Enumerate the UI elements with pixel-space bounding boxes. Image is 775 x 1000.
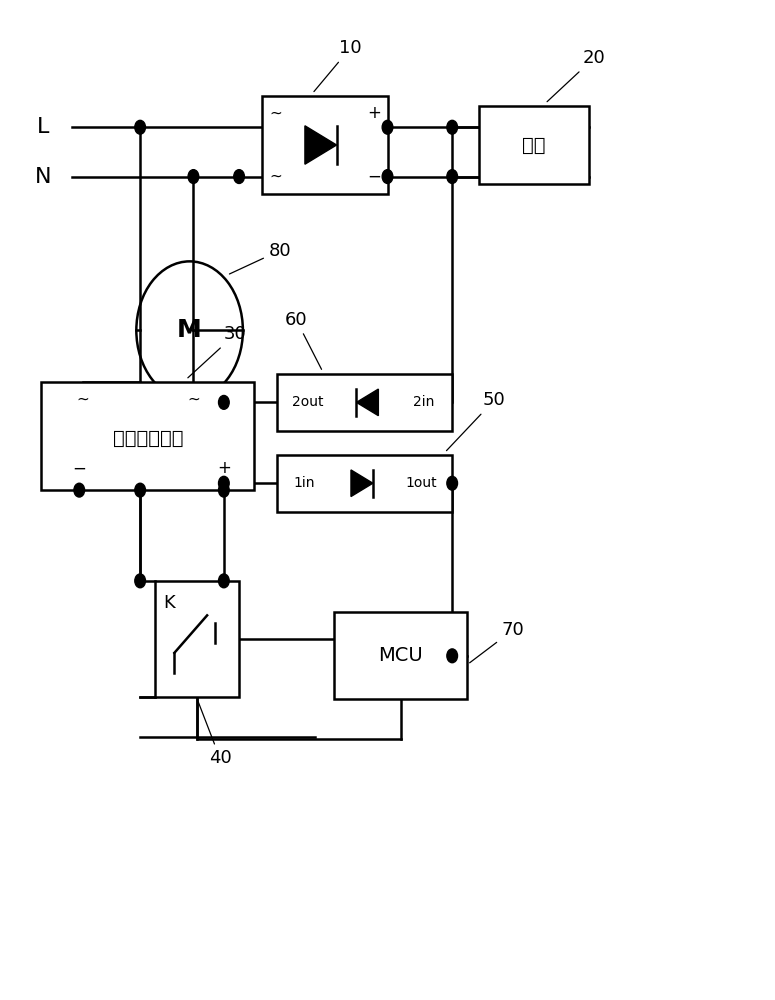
Circle shape [447, 476, 457, 490]
Bar [479, 106, 589, 184]
Text: 70: 70 [470, 621, 525, 663]
Text: L: L [37, 117, 50, 137]
Text: 20: 20 [547, 49, 605, 102]
Text: MCU: MCU [378, 646, 423, 665]
Text: ~: ~ [77, 392, 89, 407]
Text: +: + [367, 104, 381, 122]
Text: 50: 50 [446, 391, 505, 451]
Polygon shape [305, 126, 336, 164]
Circle shape [135, 483, 146, 497]
Text: 60: 60 [284, 311, 322, 369]
Text: 30: 30 [188, 325, 246, 378]
Circle shape [219, 395, 229, 409]
Text: 40: 40 [198, 702, 232, 767]
Bar [41, 382, 254, 490]
Circle shape [188, 170, 198, 183]
Circle shape [382, 120, 393, 134]
Circle shape [447, 120, 457, 134]
Polygon shape [356, 389, 378, 416]
Text: ~: ~ [187, 392, 200, 407]
Text: −: − [72, 459, 86, 477]
Text: 负载: 负载 [522, 135, 546, 154]
Circle shape [382, 170, 393, 183]
Text: 1in: 1in [293, 476, 315, 490]
Text: 第二整流模块: 第二整流模块 [112, 429, 183, 448]
Text: 80: 80 [229, 242, 291, 274]
Text: ~: ~ [269, 169, 282, 184]
Text: 2out: 2out [292, 395, 323, 409]
Text: 1out: 1out [406, 476, 438, 490]
Text: 2in: 2in [412, 395, 434, 409]
Circle shape [219, 574, 229, 588]
Bar [155, 581, 239, 697]
Text: K: K [164, 594, 175, 612]
Text: ~: ~ [269, 106, 282, 121]
Text: −: − [367, 168, 381, 186]
Text: 10: 10 [314, 39, 361, 92]
Circle shape [447, 170, 457, 183]
Circle shape [447, 649, 457, 663]
Circle shape [219, 476, 229, 490]
Circle shape [234, 170, 244, 183]
Text: M: M [177, 318, 202, 342]
Polygon shape [351, 470, 373, 497]
Text: +: + [217, 459, 231, 477]
Circle shape [74, 483, 84, 497]
Bar [262, 96, 388, 194]
Circle shape [219, 483, 229, 497]
Bar [277, 455, 452, 512]
Bar [334, 612, 467, 699]
Circle shape [135, 574, 146, 588]
Circle shape [135, 120, 146, 134]
Text: N: N [35, 167, 52, 187]
Bar [277, 374, 452, 431]
